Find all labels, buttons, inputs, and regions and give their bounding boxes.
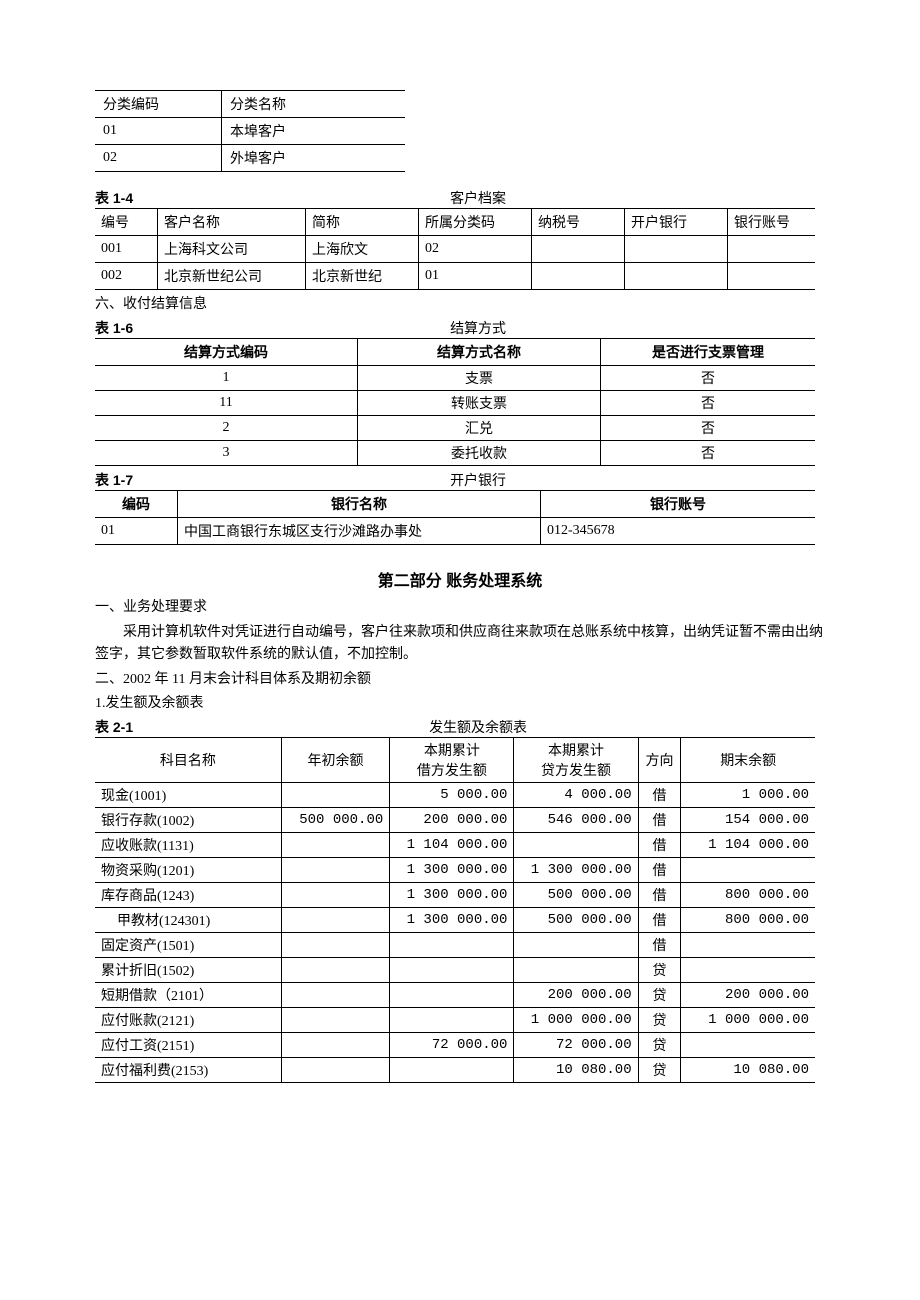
col-name: 分类名称: [222, 91, 406, 118]
table-caption: 表 1-4 客户档案: [95, 188, 815, 208]
table-number: 表 1-4: [95, 188, 133, 208]
table-row: 短期借款（2101）200 000.00贷200 000.00: [95, 983, 815, 1008]
table-row: 02 外埠客户: [95, 145, 405, 172]
table-number: 表 1-7: [95, 470, 133, 490]
table-title: 客户档案: [141, 188, 815, 208]
table-row: 1支票否: [95, 366, 815, 391]
part-title: 第二部分 账务处理系统: [95, 567, 825, 591]
table-title: 开户银行: [141, 470, 815, 490]
col-dir: 方向: [638, 738, 681, 783]
table-row: 01 本埠客户: [95, 118, 405, 145]
settlement-table: 结算方式编码 结算方式名称 是否进行支票管理 1支票否 11转账支票否 2汇兑否…: [95, 338, 815, 466]
table-row: 物资采购(1201)1 300 000.001 300 000.00借: [95, 858, 815, 883]
table-row: 甲教材(124301)1 300 000.00500 000.00借800 00…: [95, 908, 815, 933]
classification-table: 分类编码 分类名称 01 本埠客户 02 外埠客户: [95, 90, 405, 172]
balance-table: 科目名称 年初余额 本期累计 借方发生额 本期累计 贷方发生额 方向 期末余额 …: [95, 737, 815, 1083]
table-caption: 表 1-7 开户银行: [95, 470, 815, 490]
table-row: 应付工资(2151)72 000.0072 000.00贷: [95, 1033, 815, 1058]
table-row: 01 中国工商银行东城区支行沙滩路办事处 012-345678: [95, 518, 815, 545]
table-number: 表 1-6: [95, 318, 133, 338]
table-row: 库存商品(1243)1 300 000.00500 000.00借800 000…: [95, 883, 815, 908]
table-row: 3委托收款否: [95, 441, 815, 466]
table-row: 累计折旧(1502)贷: [95, 958, 815, 983]
table-caption: 表 1-6 结算方式: [95, 318, 815, 338]
table-row: 002 北京新世纪公司 北京新世纪 01: [95, 263, 815, 290]
section-heading: 二、2002 年 11 月末会计科目体系及期初余额: [95, 669, 825, 691]
col-end: 期末余额: [681, 738, 815, 783]
col-begin: 年初余额: [281, 738, 390, 783]
table-row: 11转账支票否: [95, 391, 815, 416]
col-credit: 本期累计 贷方发生额: [514, 738, 638, 783]
table-row: 2汇兑否: [95, 416, 815, 441]
table-row: 固定资产(1501)借: [95, 933, 815, 958]
table-title: 结算方式: [141, 318, 815, 338]
table-number: 表 2-1: [95, 717, 133, 737]
table-row: 现金(1001)5 000.004 000.00借1 000.00: [95, 783, 815, 808]
col-name: 科目名称: [95, 738, 281, 783]
table-row: 应付账款(2121)1 000 000.00贷1 000 000.00: [95, 1008, 815, 1033]
bank-table: 编码 银行名称 银行账号 01 中国工商银行东城区支行沙滩路办事处 012-34…: [95, 490, 815, 545]
table-row: 应收账款(1131)1 104 000.00借1 104 000.00: [95, 833, 815, 858]
subsection-heading: 1.发生额及余额表: [95, 693, 825, 715]
customer-table: 编号 客户名称 简称 所属分类码 纳税号 开户银行 银行账号 001 上海科文公…: [95, 208, 815, 290]
table-row: 银行存款(1002)500 000.00200 000.00546 000.00…: [95, 808, 815, 833]
table-title: 发生额及余额表: [141, 717, 815, 737]
section-heading: 一、业务处理要求: [95, 597, 825, 619]
body-text: 采用计算机软件对凭证进行自动编号，客户往来款项和供应商往来款项在总账系统中核算，…: [95, 622, 825, 667]
table-row: 应付福利费(2153)10 080.00贷10 080.00: [95, 1058, 815, 1083]
section-heading: 六、收付结算信息: [95, 294, 825, 316]
col-code: 分类编码: [95, 91, 222, 118]
col-debit: 本期累计 借方发生额: [390, 738, 514, 783]
table-caption: 表 2-1 发生额及余额表: [95, 717, 815, 737]
table-row: 001 上海科文公司 上海欣文 02: [95, 236, 815, 263]
